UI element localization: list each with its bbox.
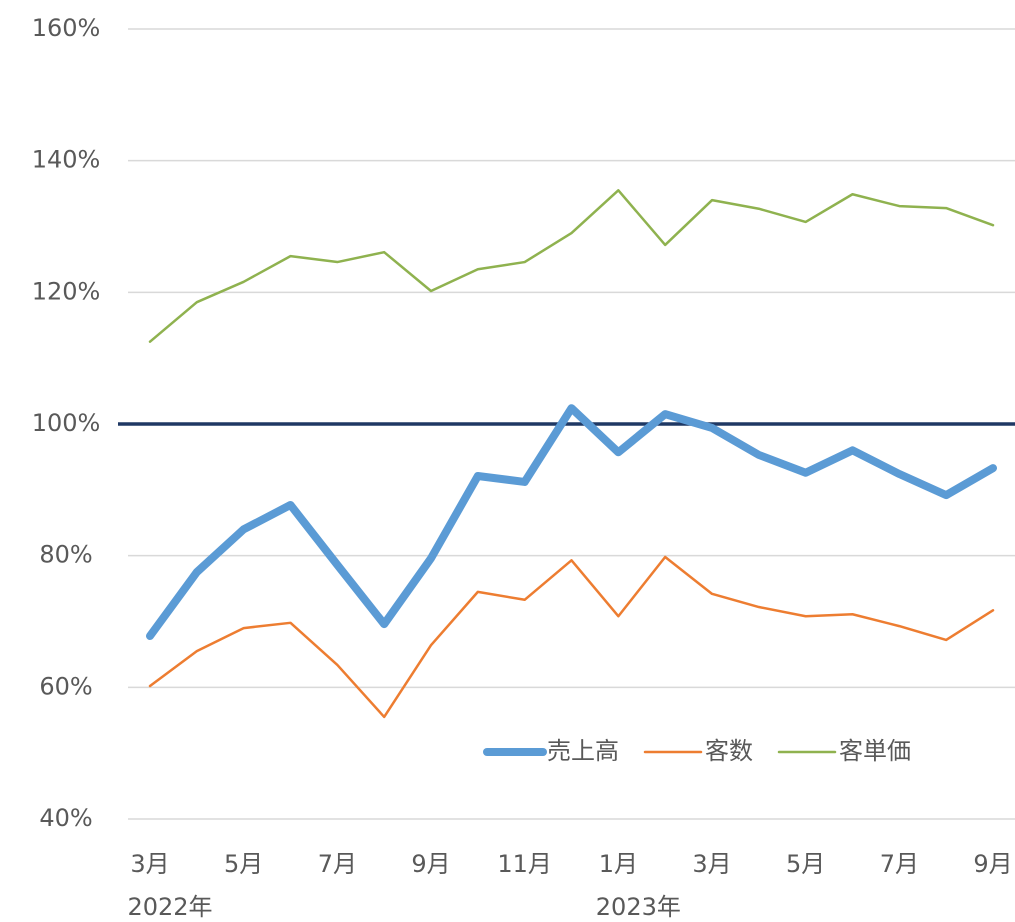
legend-label: 売上高	[547, 737, 619, 765]
x-tick-label: 11月	[497, 850, 552, 878]
y-tick-label: 160%	[32, 14, 101, 42]
x-tick-label: 3月	[130, 850, 169, 878]
y-tick-label: 40%	[39, 804, 92, 832]
y-tick-label: 100%	[32, 409, 101, 437]
x-tick-label: 5月	[786, 850, 825, 878]
x-tick-label: 5月	[224, 850, 263, 878]
y-tick-label: 60%	[39, 672, 92, 700]
y-tick-label: 140%	[32, 146, 101, 174]
y-tick-label: 120%	[32, 277, 101, 305]
y-tick-label: 80%	[39, 541, 92, 569]
x-tick-label: 1月	[599, 850, 638, 878]
x-tick-label: 7月	[318, 850, 357, 878]
x-tick-label: 3月	[692, 850, 731, 878]
x-tick-label: 7月	[880, 850, 919, 878]
x-tick-label: 9月	[411, 850, 450, 878]
x-tick-label: 9月	[973, 850, 1012, 878]
series-line	[146, 404, 997, 640]
x-group-label: 2022年	[127, 893, 212, 921]
legend-label: 客数	[705, 737, 753, 765]
legend-label: 客単価	[839, 737, 911, 765]
series-line	[148, 555, 995, 719]
x-group-label: 2023年	[596, 893, 681, 921]
series-line	[148, 189, 995, 343]
